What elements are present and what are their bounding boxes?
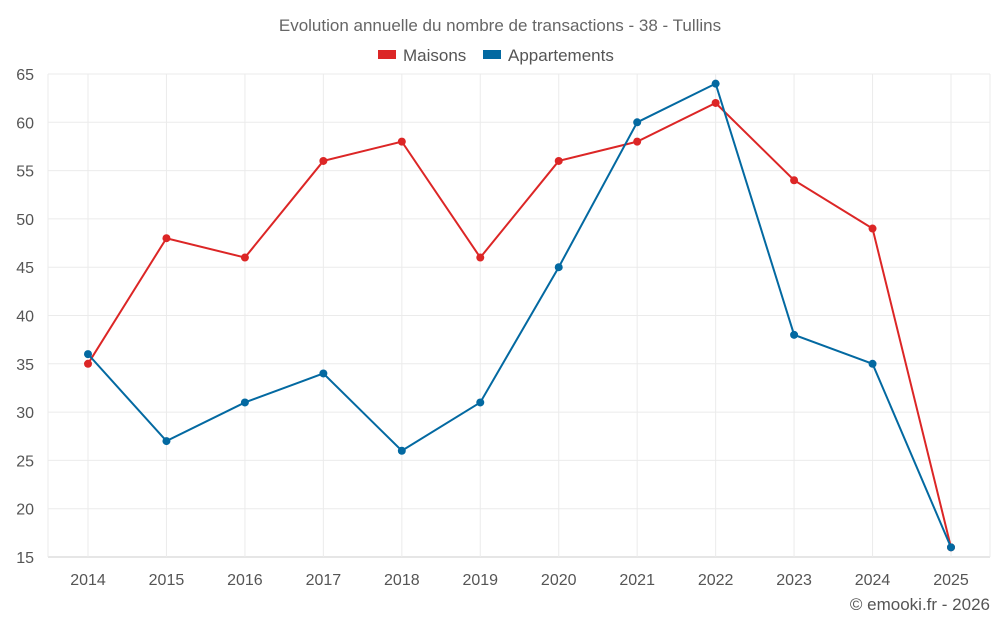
data-point-maisons — [397, 137, 406, 146]
chart-title: Evolution annuelle du nombre de transact… — [279, 16, 721, 35]
grid — [47, 73, 991, 558]
x-tick-label: 2017 — [306, 572, 342, 589]
data-point-appartements — [711, 79, 720, 88]
series-group — [84, 79, 955, 552]
data-point-appartements — [162, 437, 171, 446]
legend-swatch-appartements — [483, 50, 501, 59]
series-line-appartements — [87, 82, 952, 548]
x-tick-label: 2021 — [619, 572, 655, 589]
credit-text: © emooki.fr - 2026 — [850, 595, 990, 614]
data-point-maisons — [554, 156, 563, 165]
legend-swatch-maisons — [378, 50, 396, 59]
x-axis: 2014 2015 2016 2017 2018 2019 2020 2021 2022 2023… — [70, 572, 969, 589]
x-tick-label: 2019 — [462, 572, 498, 589]
y-tick-label: 25 — [16, 453, 34, 470]
y-tick-label: 45 — [16, 260, 34, 277]
data-point-appartements — [84, 350, 92, 359]
x-tick-label: 2025 — [933, 572, 969, 589]
data-point-maisons — [319, 156, 328, 165]
data-point-maisons — [476, 253, 485, 262]
series-line-maisons — [87, 101, 952, 548]
data-point-maisons — [240, 253, 249, 262]
y-tick-label: 20 — [16, 502, 34, 519]
legend-label-appartements: Appartements — [508, 46, 614, 65]
data-point-maisons — [633, 137, 642, 146]
x-tick-label: 2023 — [776, 572, 812, 589]
y-tick-label: 55 — [16, 164, 34, 181]
x-tick-label: 2016 — [227, 572, 263, 589]
y-tick-label: 30 — [16, 405, 34, 422]
data-point-maisons — [868, 224, 877, 233]
x-tick-label: 2020 — [541, 572, 577, 589]
data-point-appartements — [633, 118, 642, 127]
x-tick-label: 2014 — [70, 572, 106, 589]
y-axis: 15 20 25 30 35 40 45 50 55 60 65 — [16, 67, 34, 567]
y-tick-label: 65 — [16, 67, 34, 84]
data-point-appartements — [868, 359, 877, 368]
y-tick-label: 35 — [16, 357, 34, 374]
x-tick-label: 2015 — [149, 572, 185, 589]
legend: Maisons Appartements — [378, 46, 614, 65]
data-point-appartements — [790, 330, 799, 339]
y-tick-label: 40 — [16, 309, 34, 326]
y-tick-label: 15 — [16, 550, 34, 567]
data-point-appartements — [476, 398, 485, 407]
legend-label-maisons: Maisons — [403, 46, 466, 65]
data-point-appartements — [240, 398, 249, 407]
data-point-appartements — [554, 263, 563, 272]
data-point-maisons — [162, 234, 171, 243]
y-tick-label: 60 — [16, 115, 34, 132]
x-tick-label: 2018 — [384, 572, 420, 589]
data-point-appartements — [397, 446, 406, 455]
data-point-appartements — [319, 369, 328, 378]
data-point-appartements — [947, 543, 955, 552]
data-point-maisons — [711, 98, 720, 107]
x-tick-label: 2024 — [855, 572, 891, 589]
y-tick-label: 50 — [16, 212, 34, 229]
data-point-maisons — [790, 176, 799, 185]
data-point-maisons — [84, 359, 92, 368]
x-tick-label: 2022 — [698, 572, 734, 589]
